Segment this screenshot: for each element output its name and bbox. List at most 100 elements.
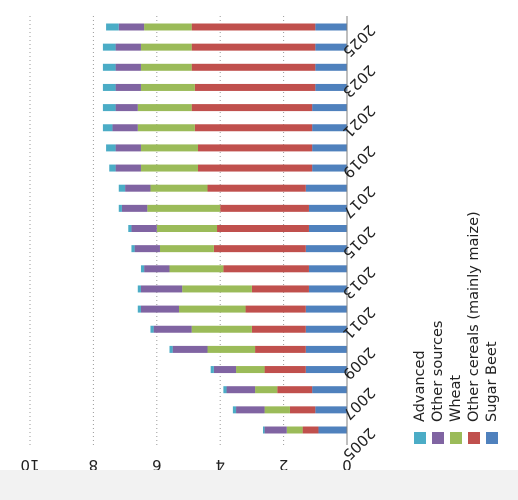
bar-segment xyxy=(150,325,154,333)
bar-segment xyxy=(109,164,116,172)
bar-segment xyxy=(140,43,192,51)
bar-segment xyxy=(305,305,347,313)
bar-segment xyxy=(289,406,316,414)
bar-segment xyxy=(118,23,145,31)
legend-swatch xyxy=(450,432,462,444)
bar-segment xyxy=(169,345,173,353)
bar-segment xyxy=(115,144,141,152)
bar-segment xyxy=(140,144,199,152)
bar-segment xyxy=(251,325,306,333)
bar-segment xyxy=(102,83,116,91)
bar-segment xyxy=(102,43,116,51)
bar-segment xyxy=(115,104,138,112)
bar-segment xyxy=(286,426,303,434)
bar-segment xyxy=(251,285,309,293)
legend-swatch xyxy=(486,432,498,444)
value-tick-label: 0 xyxy=(342,456,352,474)
bar-segment xyxy=(213,366,237,374)
bar-segment xyxy=(140,265,145,273)
bar-segment xyxy=(217,225,309,232)
bar-segment xyxy=(140,285,183,293)
bar-segment xyxy=(115,164,141,172)
legend-label: Wheat xyxy=(448,375,464,422)
bar-segment xyxy=(255,345,306,353)
bar-segment xyxy=(118,184,126,192)
bar-segment xyxy=(191,23,316,31)
year-axis-ticks: 2005200720092011201320152017201920212023… xyxy=(339,21,379,464)
bar-segment xyxy=(264,366,306,374)
bar-segment xyxy=(102,124,113,132)
legend-label: Sugar Beet xyxy=(484,341,500,422)
bar-segment xyxy=(305,184,347,192)
bar-segment xyxy=(245,305,306,313)
bar-segment xyxy=(223,386,227,394)
bar-segment xyxy=(191,43,316,51)
bar-segment xyxy=(131,225,157,232)
bar-segment xyxy=(134,245,160,253)
bar-segment xyxy=(312,144,347,152)
bar-segment xyxy=(121,204,148,212)
bar-segment xyxy=(194,124,313,132)
bar-segment xyxy=(128,225,132,232)
bar-segment xyxy=(115,83,141,91)
bar-segment xyxy=(226,386,256,394)
value-tick-label: 10 xyxy=(20,456,39,474)
bar-segment xyxy=(236,406,265,414)
bar-segment xyxy=(137,285,141,293)
value-tick-label: 2 xyxy=(279,456,289,474)
bar-segment xyxy=(277,386,313,394)
legend-swatch xyxy=(414,432,426,444)
bar-segment xyxy=(172,345,208,353)
bar-segment xyxy=(312,164,347,172)
bar-segment xyxy=(315,43,347,51)
legend-swatch xyxy=(468,432,480,444)
bar-segment xyxy=(315,83,347,91)
bar-segment xyxy=(140,164,199,172)
bar-segment xyxy=(220,204,309,212)
bar-segment xyxy=(144,23,192,31)
legend-label: Other sources xyxy=(430,321,446,423)
bar-segment xyxy=(207,184,306,192)
bar-segment xyxy=(305,366,347,374)
bar-segment xyxy=(308,285,347,293)
bar-segment xyxy=(140,305,179,313)
bar-segment xyxy=(213,245,306,253)
bar-segment xyxy=(308,204,347,212)
bar-segment xyxy=(144,265,170,273)
bar-segment xyxy=(312,124,347,132)
bar-segment xyxy=(191,104,313,112)
bar-segment xyxy=(115,43,141,51)
bar-segment xyxy=(137,305,141,313)
bar-segment xyxy=(308,265,347,273)
bar-segment xyxy=(140,83,195,91)
bar-segment xyxy=(150,184,208,192)
bar-segment xyxy=(308,225,347,232)
bar-segment xyxy=(210,366,214,374)
bar-segment xyxy=(112,124,138,132)
bar-segment xyxy=(315,63,347,71)
bar-segment xyxy=(232,406,237,414)
bar-segment xyxy=(194,83,316,91)
bar-segment xyxy=(198,144,313,152)
legend-label: Advanced xyxy=(412,350,428,422)
bar-segment xyxy=(140,63,192,71)
bar-segment xyxy=(255,386,278,394)
bar-segment xyxy=(315,23,347,31)
bar-segment xyxy=(264,426,287,434)
bar-segment xyxy=(137,104,192,112)
bar-segment xyxy=(153,325,192,333)
footer-band xyxy=(0,470,518,500)
bar-segment xyxy=(191,325,252,333)
bar-segment xyxy=(305,245,347,253)
bar-segment xyxy=(318,426,347,434)
bar-segment xyxy=(264,406,290,414)
chart-legend: Advanced Other sources Wheat Other cereals … xyxy=(412,211,500,444)
chart-bars xyxy=(102,23,347,434)
bar-segment xyxy=(156,225,218,232)
bar-segment xyxy=(262,426,265,434)
bar-segment xyxy=(102,63,116,71)
bar-segment xyxy=(315,406,347,414)
bar-segment xyxy=(302,426,319,434)
bar-segment xyxy=(147,204,221,212)
legend-label: Other cereals (mainly maize) xyxy=(466,211,482,422)
